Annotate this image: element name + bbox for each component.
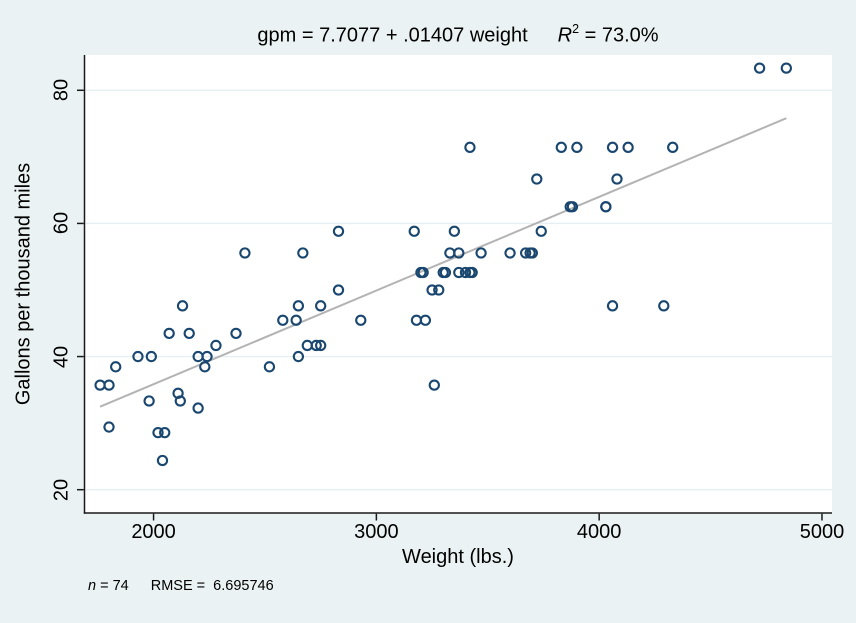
x-tick-label: 5000: [799, 521, 845, 543]
data-point-marker: [301, 339, 313, 352]
data-point-marker: [464, 141, 476, 153]
r-squared-value: = 73.0%: [579, 24, 659, 47]
y-tick-label: 20: [50, 478, 73, 501]
data-point-marker: [159, 427, 171, 439]
data-point-marker: [667, 141, 679, 153]
data-point-marker: [417, 266, 429, 279]
data-point-marker: [555, 141, 567, 153]
fit-line: [99, 117, 787, 408]
stats-note: n = 74 RMSE = 6.695746: [88, 578, 274, 594]
data-point-marker: [535, 225, 547, 237]
data-point-marker: [428, 379, 440, 391]
data-point-marker: [163, 327, 175, 340]
data-point-marker: [332, 225, 345, 237]
data-point-marker: [263, 361, 276, 373]
x-tick-label: 4000: [576, 521, 622, 543]
data-point-marker: [780, 62, 792, 74]
data-point-marker: [143, 395, 155, 407]
data-point-marker: [526, 247, 538, 259]
data-point-marker: [199, 361, 211, 373]
data-point-marker: [448, 225, 461, 237]
data-point-marker: [156, 454, 169, 467]
x-axis-title: Weight (lbs.): [402, 546, 514, 568]
data-point-marker: [504, 247, 516, 259]
data-point-marker: [103, 421, 115, 433]
data-point-marker: [753, 62, 766, 74]
x-tick-label: 3000: [354, 521, 399, 543]
plot-region: [85, 55, 832, 513]
data-point-marker: [132, 350, 144, 363]
r-squared-symbol: R: [557, 24, 573, 47]
data-point-marker: [459, 266, 472, 279]
data-point-marker: [433, 284, 445, 296]
data-point-marker: [103, 379, 115, 391]
data-point-marker: [408, 225, 420, 237]
data-point-marker: [315, 339, 327, 352]
data-point-marker: [201, 350, 213, 363]
chart-title: gpm = 7.7077 + .01407 weight R2 = 73.0%: [84, 22, 832, 48]
y-tick-label: 80: [50, 79, 73, 102]
data-point-marker: [277, 314, 289, 326]
y-axis-title: Gallons per thousand miles: [12, 162, 35, 406]
data-point-marker: [571, 141, 583, 153]
data-point-marker: [475, 247, 487, 259]
data-point-marker: [606, 141, 619, 153]
data-point-marker: [152, 427, 164, 439]
data-point-marker: [355, 314, 367, 326]
n-value: = 74: [96, 578, 129, 594]
data-point-marker: [566, 201, 579, 213]
y-tick-label: 40: [50, 345, 73, 368]
data-point-marker: [600, 201, 612, 213]
data-point-marker: [310, 339, 322, 352]
data-point-marker: [110, 361, 122, 373]
data-point-marker: [658, 300, 670, 312]
data-point-marker: [622, 141, 634, 153]
data-point-marker: [453, 266, 465, 279]
data-point-marker: [297, 247, 309, 259]
data-point-marker: [332, 284, 345, 296]
rmse-value: RMSE = 6.695746: [150, 578, 274, 594]
data-point-marker: [315, 300, 327, 312]
data-point-marker: [519, 247, 532, 259]
data-point-marker: [290, 314, 302, 326]
data-point-marker: [174, 395, 186, 407]
data-point-marker: [176, 300, 189, 312]
data-point-marker: [192, 402, 204, 414]
x-tick-label: 2000: [131, 521, 176, 543]
data-point-marker: [419, 314, 432, 326]
data-point-marker: [145, 350, 157, 363]
data-point-marker: [444, 247, 456, 259]
data-point-marker: [410, 314, 423, 326]
y-tick-label: 60: [50, 212, 73, 235]
data-point-marker: [183, 327, 195, 340]
regression-equation: gpm = 7.7077 + .01407 weight: [257, 24, 528, 47]
data-point-marker: [239, 247, 251, 259]
data-point-marker: [292, 350, 305, 363]
data-point-marker: [292, 300, 305, 312]
data-point-marker: [453, 247, 465, 259]
data-point-marker: [606, 300, 619, 312]
r-squared-exponent: 2: [572, 22, 580, 36]
data-point-marker: [230, 327, 242, 340]
data-point-marker: [439, 266, 452, 279]
data-point-marker: [531, 173, 543, 185]
n-symbol: n: [88, 578, 97, 594]
data-point-marker: [426, 284, 438, 296]
data-point-marker: [94, 379, 106, 391]
data-point-marker: [466, 266, 478, 279]
data-point-marker: [611, 173, 623, 185]
data-point-marker: [210, 339, 222, 352]
